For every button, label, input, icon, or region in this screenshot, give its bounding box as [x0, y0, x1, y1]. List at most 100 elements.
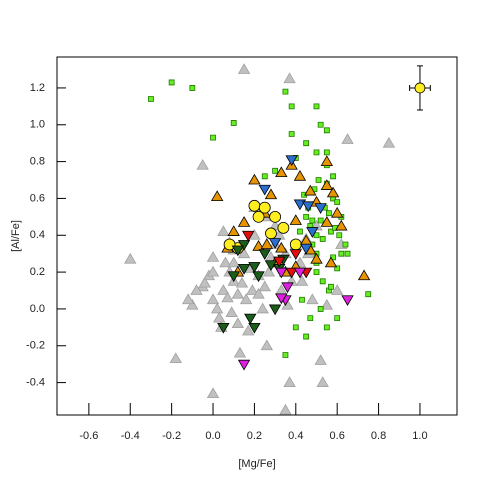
- scatter-point: [148, 96, 154, 102]
- scatter-point: [196, 158, 209, 170]
- scatter-point: [248, 199, 261, 212]
- scatter-point: [323, 324, 330, 331]
- x-tick-label: 0.2: [247, 430, 262, 442]
- scatter-point: [324, 256, 338, 268]
- y-axis-label: [Al/Fe]: [10, 220, 22, 252]
- scatter-point: [210, 302, 224, 314]
- scatter-point: [304, 184, 317, 196]
- scatter-point: [190, 284, 203, 295]
- scatter-point: [313, 149, 320, 156]
- scatter-point: [313, 232, 320, 239]
- scatter-point: [310, 252, 323, 264]
- scatter-point: [242, 230, 255, 242]
- scatter-point: [261, 173, 268, 180]
- scatter-point: [299, 243, 313, 255]
- scatter-point: [341, 295, 354, 307]
- scatter-point: [341, 133, 354, 144]
- scatter-point: [277, 222, 290, 234]
- scatter-point: [320, 155, 334, 167]
- scatter-point: [326, 186, 340, 198]
- scatter-point: [235, 276, 249, 288]
- scatter-point: [293, 170, 307, 181]
- y-tick-label: 1.0: [30, 119, 45, 131]
- scatter-point: [330, 173, 336, 180]
- scatter-point: [288, 131, 295, 137]
- scatter-point: [281, 282, 294, 294]
- scatter-point: [320, 179, 334, 190]
- y-tick-label: 0.0: [30, 303, 45, 315]
- y-tick-label: 0.6: [30, 192, 45, 204]
- scatter-point: [303, 333, 310, 340]
- scatter-point: [258, 184, 271, 196]
- scatter-point: [258, 249, 271, 260]
- scatter-point: [217, 225, 230, 236]
- scatter-point: [206, 387, 220, 399]
- scatter-point: [268, 238, 282, 249]
- y-tick-label: 1.2: [30, 82, 45, 94]
- scatter-point: [275, 267, 288, 279]
- scatter-point: [260, 339, 274, 351]
- scatter-point: [272, 167, 279, 174]
- scatter-point: [213, 311, 226, 323]
- scatter-point: [344, 250, 351, 257]
- scatter-point: [288, 103, 295, 110]
- scatter-point: [330, 284, 344, 295]
- scatter-point: [244, 313, 257, 325]
- scatter-point: [342, 241, 349, 248]
- scatter-point: [334, 315, 341, 322]
- scatter-point: [223, 238, 236, 251]
- error-point: [414, 82, 426, 94]
- scatter-point: [268, 304, 282, 316]
- scatter-point: [217, 322, 230, 334]
- scatter-point: [198, 276, 211, 288]
- scatter-point: [227, 271, 240, 283]
- scatter-point: [293, 267, 307, 279]
- scatter-point: [227, 225, 240, 236]
- scatter-point: [206, 293, 220, 305]
- scatter-point: [279, 403, 292, 415]
- scatter-point: [317, 306, 324, 312]
- scatter-point: [168, 79, 175, 86]
- scatter-point: [303, 213, 310, 220]
- scatter-point: [252, 271, 265, 283]
- scatter-point: [306, 293, 319, 305]
- scatter-point: [264, 260, 278, 272]
- plot-frame: [56, 56, 458, 416]
- scatter-point: [357, 269, 371, 281]
- x-tick-label: -0.6: [79, 430, 98, 442]
- scatter-point: [239, 293, 253, 305]
- scatter-point: [237, 216, 251, 227]
- scatter-point: [313, 103, 320, 110]
- scatter-point: [289, 238, 302, 251]
- scatter-point: [275, 166, 288, 178]
- scatter-point: [210, 134, 216, 141]
- scatter-point: [262, 265, 276, 277]
- scatter-point: [314, 203, 327, 214]
- scatter-point: [246, 284, 259, 295]
- scatter-point: [260, 238, 274, 249]
- x-tick-label: 0.0: [205, 430, 220, 442]
- scatter-point: [169, 352, 182, 364]
- scatter-point: [323, 149, 330, 156]
- scatter-point: [189, 85, 196, 91]
- scatter-point: [317, 217, 324, 224]
- scatter-point: [269, 211, 282, 223]
- scatter-point: [328, 283, 334, 290]
- scatter-point: [210, 190, 224, 201]
- scatter-point: [248, 322, 261, 334]
- scatter-point: [338, 250, 345, 257]
- y-tick-label: 0.8: [30, 156, 45, 168]
- scatter-point: [252, 240, 265, 251]
- scatter-point: [237, 264, 251, 275]
- scatter-point: [231, 245, 245, 257]
- scatter-point: [365, 291, 372, 298]
- scatter-point: [231, 287, 245, 299]
- scatter-point: [315, 177, 322, 183]
- x-tick-label: 0.8: [371, 430, 386, 442]
- scatter-point: [237, 240, 251, 251]
- scatter-point: [225, 306, 238, 318]
- scatter-point: [317, 121, 324, 128]
- scatter-point: [297, 228, 303, 235]
- scatter-point: [219, 256, 232, 268]
- scatter-point: [265, 227, 277, 240]
